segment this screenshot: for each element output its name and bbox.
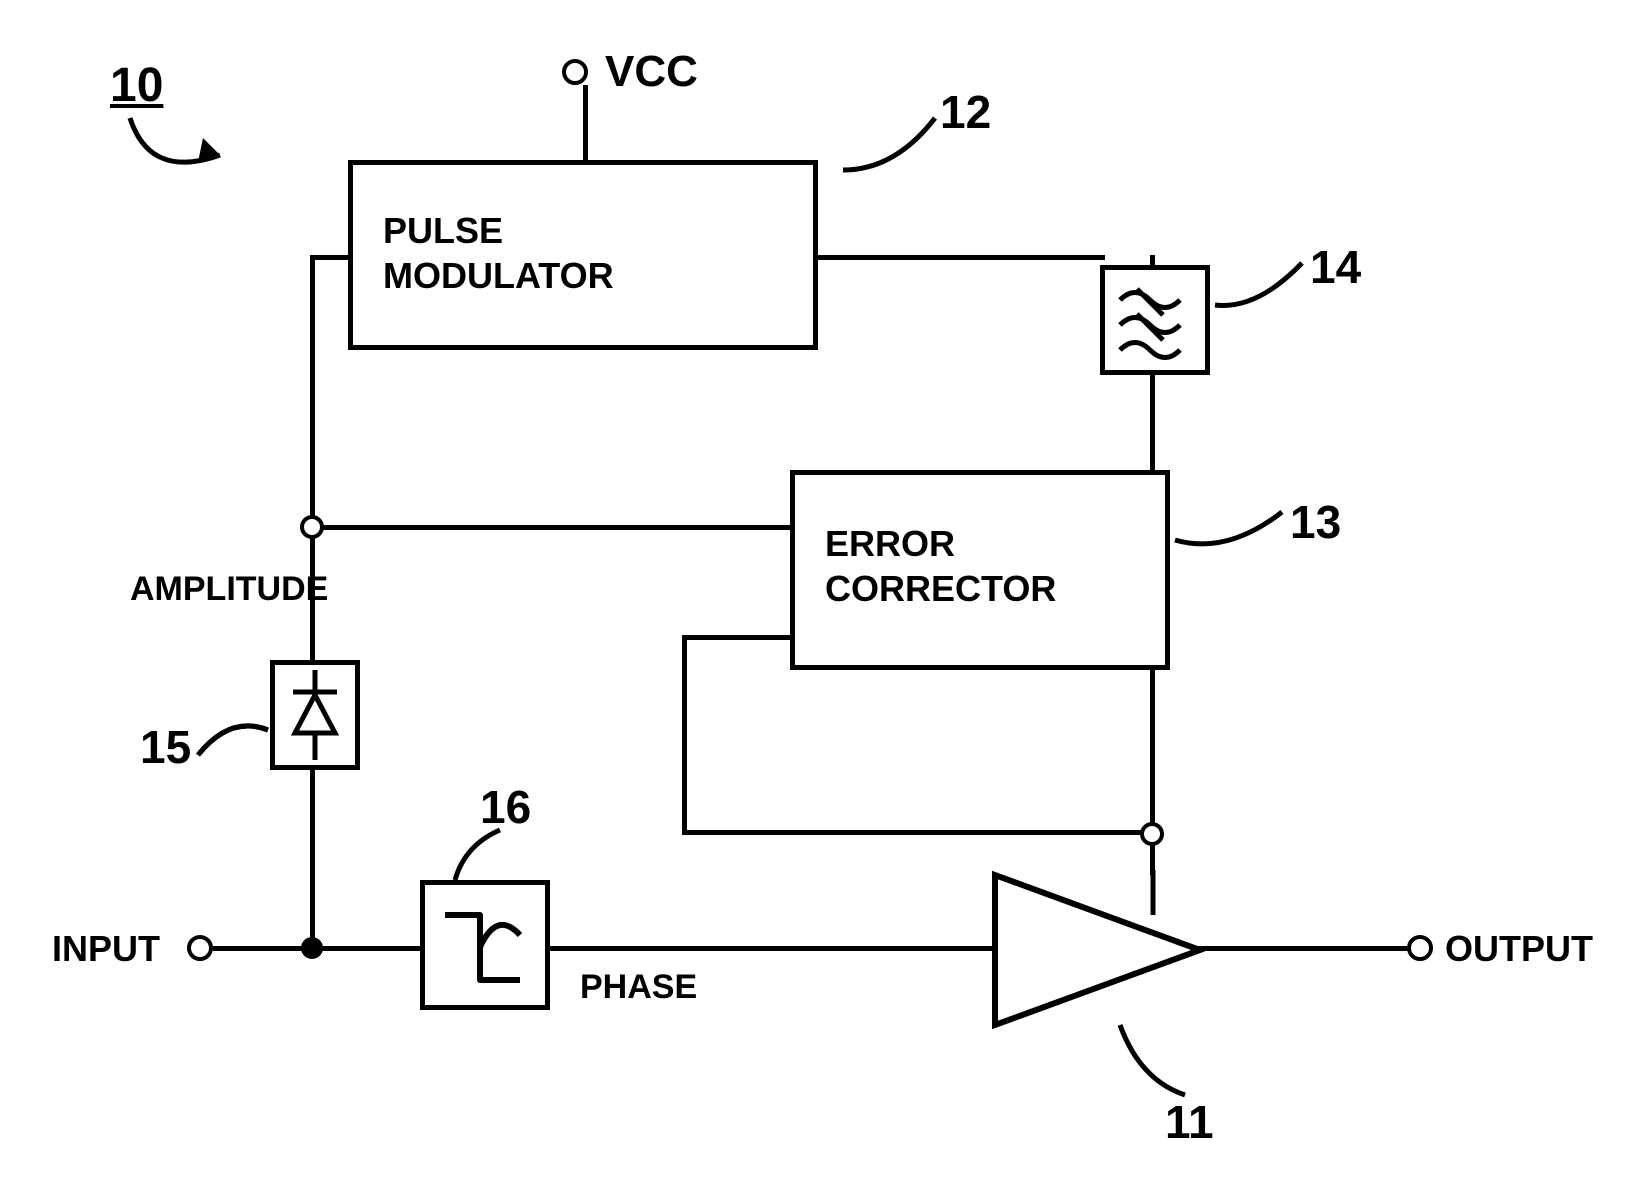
limiter-icon bbox=[425, 885, 545, 1005]
wire bbox=[310, 255, 353, 260]
error-corrector-block: ERROR CORRECTOR bbox=[790, 470, 1170, 670]
ref-13: 13 bbox=[1290, 495, 1341, 549]
amplifier-icon bbox=[990, 870, 1205, 1030]
pulse-modulator-label-2: MODULATOR bbox=[383, 255, 614, 297]
wire bbox=[682, 635, 795, 640]
ref-12-curve bbox=[840, 110, 950, 180]
lowpass-filter-block bbox=[1100, 265, 1210, 375]
input-terminal bbox=[187, 935, 213, 961]
input-junction bbox=[301, 937, 323, 959]
amplitude-label: AMPLITUDE bbox=[130, 570, 328, 609]
ref-14-curve bbox=[1212, 255, 1312, 315]
wire bbox=[1150, 375, 1155, 475]
ref-10: 10 bbox=[110, 58, 163, 113]
wire bbox=[320, 946, 425, 951]
wire bbox=[583, 85, 588, 165]
envelope-detector-block bbox=[270, 660, 360, 770]
amplitude-node bbox=[300, 515, 324, 539]
wire bbox=[550, 946, 995, 951]
ref-15: 15 bbox=[140, 720, 191, 774]
output-label: OUTPUT bbox=[1445, 928, 1593, 970]
output-terminal bbox=[1407, 935, 1433, 961]
pulse-modulator-block: PULSE MODULATOR bbox=[348, 160, 818, 350]
wire bbox=[320, 525, 795, 530]
wire bbox=[310, 770, 315, 940]
supply-node bbox=[1140, 822, 1164, 846]
diode-icon bbox=[275, 665, 355, 765]
limiter-block bbox=[420, 880, 550, 1010]
wire bbox=[1150, 670, 1155, 835]
ref-11-curve bbox=[1110, 1020, 1200, 1105]
pulse-modulator-label-1: PULSE bbox=[383, 210, 503, 252]
ref-13-curve bbox=[1172, 500, 1292, 560]
wire bbox=[310, 255, 315, 520]
wire bbox=[818, 255, 1105, 260]
vcc-label: VCC bbox=[605, 47, 698, 97]
lowpass-filter-icon bbox=[1105, 270, 1205, 370]
input-label: INPUT bbox=[52, 928, 160, 970]
ref-15-curve2 bbox=[190, 705, 280, 765]
phase-label: PHASE bbox=[580, 968, 697, 1007]
wire bbox=[1195, 946, 1410, 951]
wire bbox=[682, 635, 687, 835]
error-corrector-label-1: ERROR bbox=[825, 523, 955, 565]
error-corrector-label-2: CORRECTOR bbox=[825, 568, 1056, 610]
wire bbox=[213, 946, 313, 951]
vcc-terminal bbox=[562, 59, 588, 85]
ref-10-arrow bbox=[110, 110, 270, 200]
wire bbox=[682, 830, 1155, 835]
ref-16-curve bbox=[445, 825, 515, 885]
ref-14: 14 bbox=[1310, 240, 1361, 294]
